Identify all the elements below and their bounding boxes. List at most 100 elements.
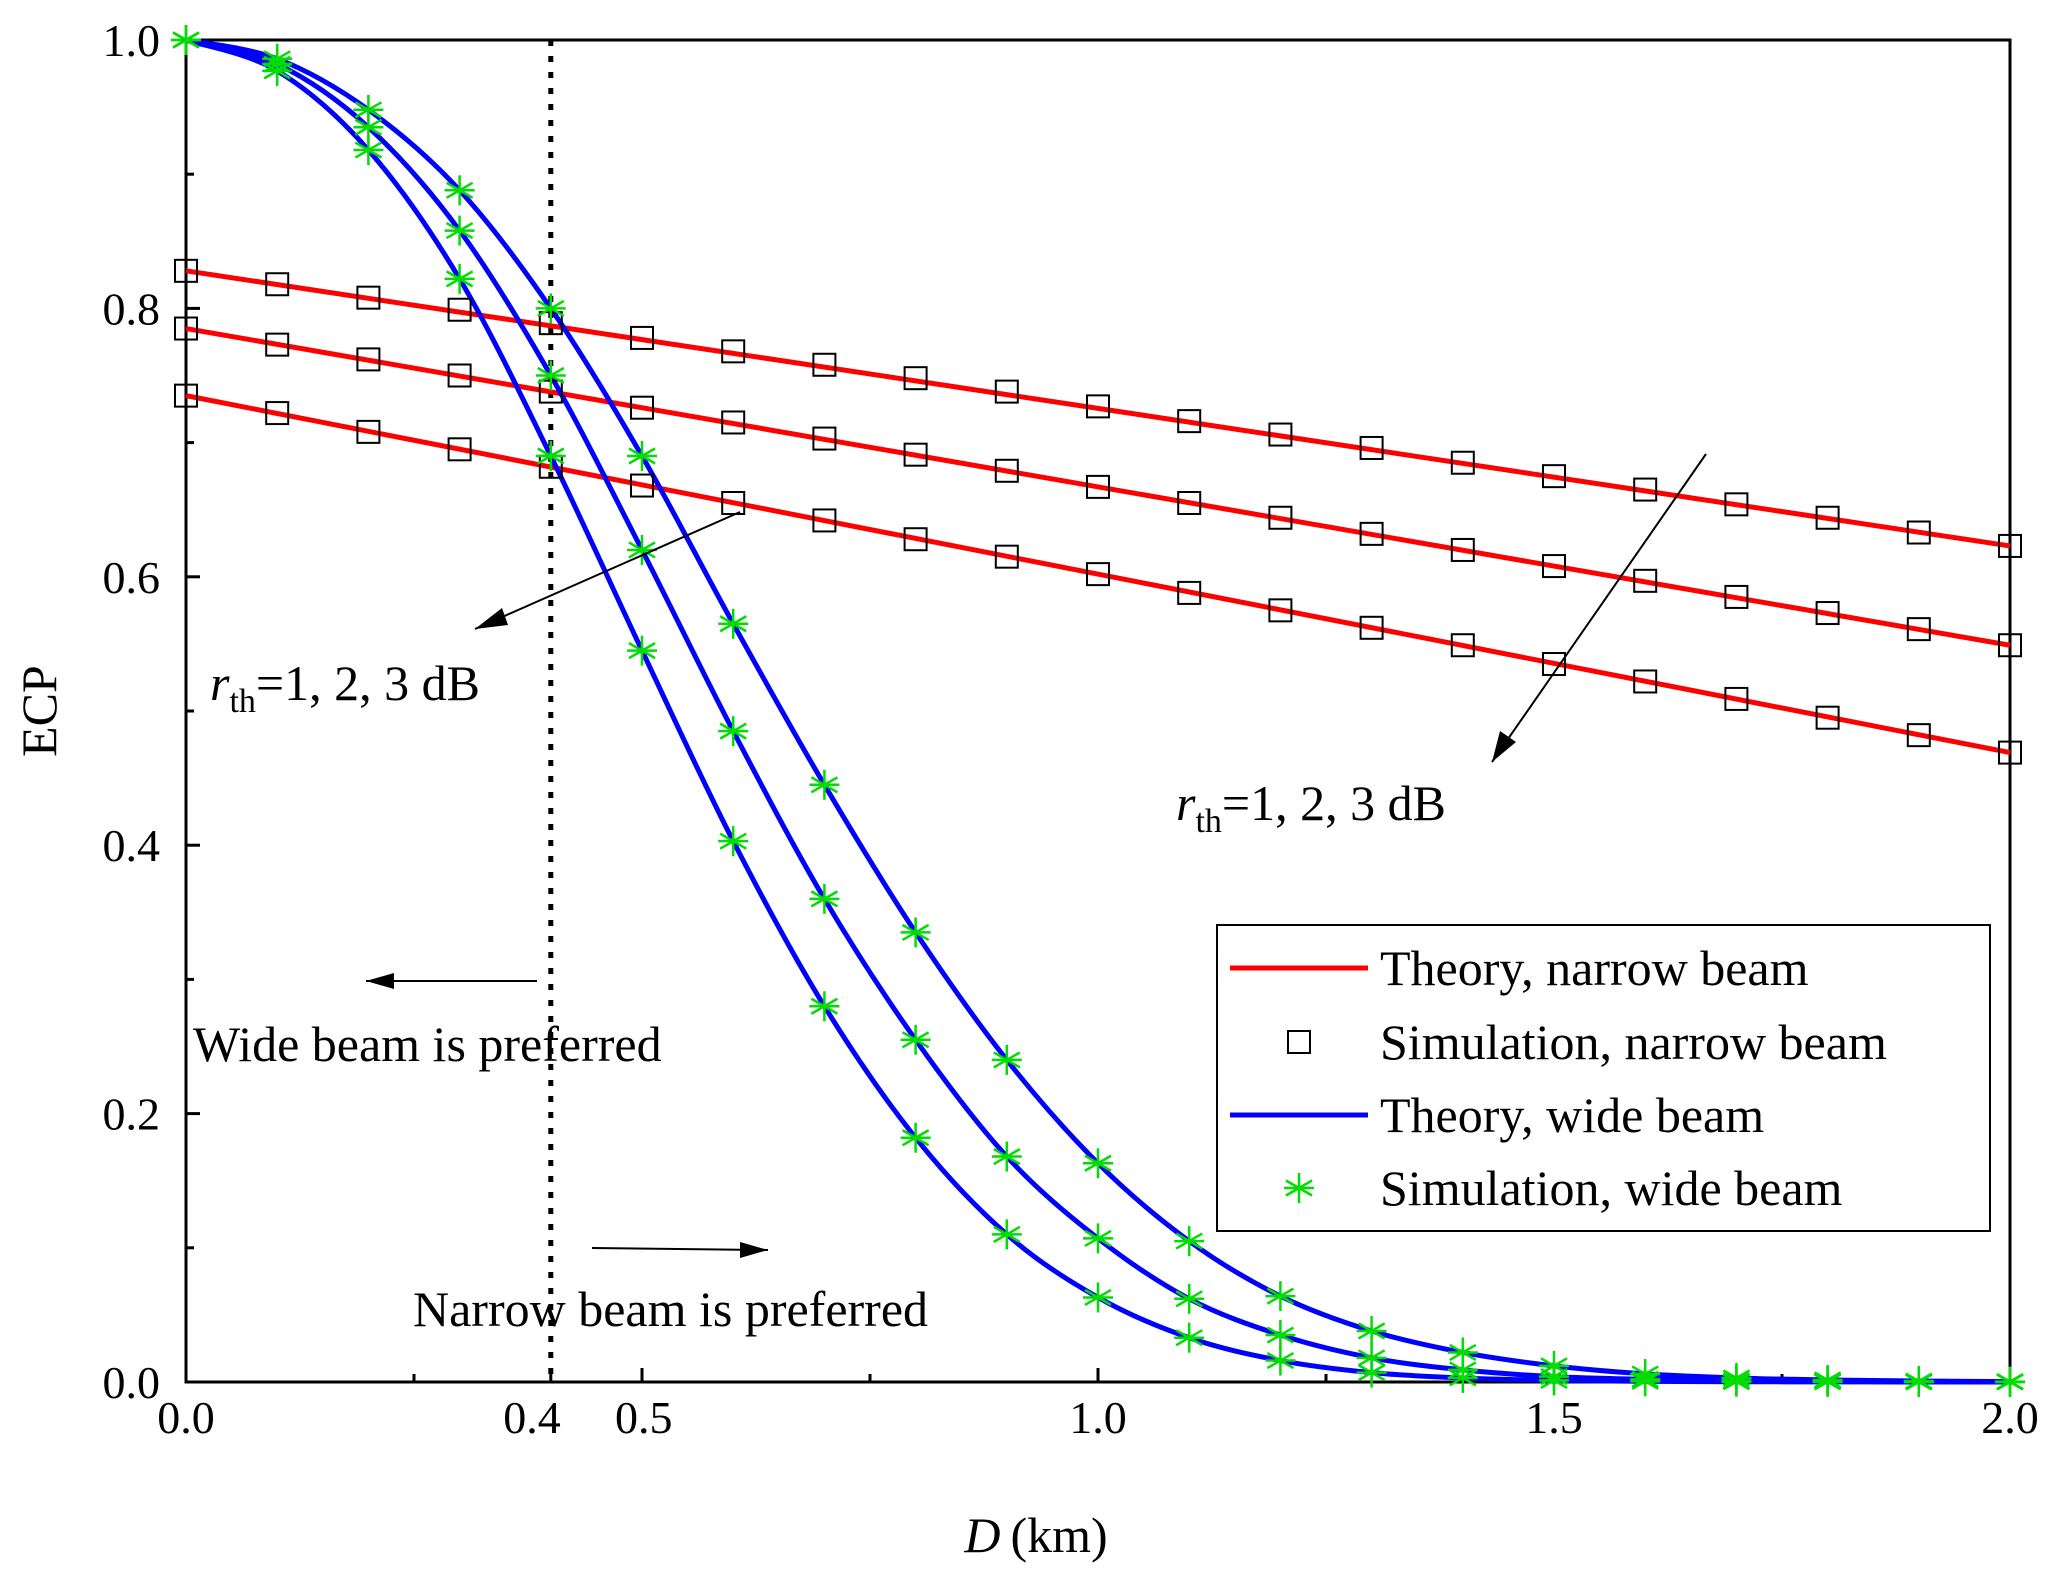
sim-narrow-marker-rth2	[721, 410, 746, 435]
sim-narrow-marker-rth2	[447, 363, 472, 388]
sim-narrow-marker-rth1	[1086, 394, 1110, 419]
sim-narrow-marker-rth1	[994, 379, 1019, 404]
sim-wide-marker-rth1	[353, 94, 384, 125]
x-tick-label: 0.0	[157, 1392, 215, 1443]
sim-wide-marker-rth2	[991, 1141, 1022, 1172]
sim-wide-marker-rth1	[1083, 1148, 1113, 1179]
sim-narrow-marker-rth1	[174, 258, 198, 283]
x-axis-title: D (km)	[963, 1507, 1107, 1563]
rth-values-right: =1, 2, 3 dB	[1222, 775, 1446, 831]
sim-wide-marker-rth3	[1356, 1357, 1387, 1388]
sim-wide-marker-rth3	[1812, 1366, 1843, 1397]
legend-label-theory-narrow: Theory, narrow beam	[1380, 940, 1809, 996]
sim-wide-marker-rth3	[262, 55, 293, 86]
sim-narrow-marker-rth1	[903, 366, 928, 391]
wide-preferred-text: Wide beam is preferred	[193, 1016, 662, 1072]
sim-narrow-marker-rth2	[1633, 568, 1658, 593]
sim-narrow-marker-rth1	[447, 297, 472, 322]
sim-narrow-marker-rth3	[1815, 705, 1840, 730]
sim-wide-marker-rth1	[991, 1044, 1022, 1075]
sim-narrow-marker-rth1	[1542, 464, 1566, 489]
sim-wide-marker-rth1	[627, 441, 657, 472]
sim-wide-marker-rth2	[353, 112, 384, 143]
narrow-preferred-text: Narrow beam is preferred	[413, 1281, 928, 1337]
sim-narrow-marker-rth3	[1906, 723, 1931, 748]
y-tick-label: 0.8	[103, 283, 161, 334]
sim-narrow-marker-rth1	[812, 352, 837, 377]
sim-narrow-marker-rth3	[812, 508, 837, 533]
sim-narrow-marker-rth1	[721, 339, 746, 364]
legend-asterisk-swatch	[1284, 1173, 1314, 1203]
sim-wide-marker-rth3	[809, 991, 840, 1022]
sim-narrow-marker-rth2	[1542, 554, 1566, 579]
sim-narrow-marker-rth2	[1086, 474, 1110, 499]
theory-narrow-beam-curve-rth2	[185, 326, 2011, 648]
x-tick-label: 2.0	[1981, 1392, 2039, 1443]
legend-label-simulation-wide: Simulation, wide beam	[1380, 1160, 1843, 1216]
sim-narrow-marker-rth2	[812, 426, 837, 451]
rth-subscript-right: th	[1195, 803, 1221, 840]
annotation-rth-left-text: rth=1, 2, 3 dB	[210, 655, 480, 720]
sim-wide-marker-rth2	[718, 716, 749, 747]
sim-narrow-marker-rth1	[1815, 505, 1840, 530]
sim-wide-marker-rth1	[900, 917, 931, 948]
legend-symbols	[1230, 965, 1368, 1203]
legend-square-swatch	[1287, 1030, 1311, 1054]
annotation-rth-right-text: rth=1, 2, 3 dB	[1176, 775, 1446, 840]
sim-wide-marker-rth2	[1265, 1320, 1296, 1351]
x-axis-unit: (km)	[1010, 1507, 1107, 1563]
theory-curves	[185, 37, 2011, 1385]
sim-narrow-marker-rth1	[356, 285, 381, 310]
x-tick-label: 0.4	[503, 1392, 561, 1443]
sim-wide-marker-rth1	[535, 293, 566, 324]
sim-narrow-marker-rth1	[1998, 533, 2022, 558]
axis-ticks: 0.0 0.4 0.5 1.0 1.5 2.0 0.0 0.2 0.4 0.6 0.8 1.0	[103, 15, 2039, 1443]
legend-label-theory-wide: Theory, wide beam	[1380, 1087, 1764, 1143]
sim-wide-marker-rth2	[444, 215, 475, 246]
legend: Theory, narrow beam Simulation, narrow b…	[1216, 924, 1991, 1232]
theory-wide-beam-curve-rth1	[185, 37, 2011, 1385]
legend-label-simulation-narrow: Simulation, narrow beam	[1380, 1014, 1887, 1070]
theory-narrow-beam-curve-rth3	[185, 393, 2011, 756]
sim-narrow-marker-rth2	[1450, 537, 1475, 562]
sim-narrow-marker-rth1	[630, 325, 654, 350]
annotation-wide-preferred: Wide beam is preferred	[193, 973, 662, 1072]
sim-wide-marker-rth3	[718, 826, 749, 857]
sim-wide-marker-rth3	[444, 263, 475, 294]
sim-narrow-marker-rth2	[1815, 601, 1840, 626]
sim-narrow-marker-rth3	[630, 473, 654, 498]
y-tick-label: 0.0	[103, 1357, 161, 1408]
x-tick-label: 1.0	[1069, 1392, 1127, 1443]
sim-narrow-marker-rth3	[1268, 598, 1293, 623]
sim-narrow-marker-rth3	[994, 544, 1019, 569]
sim-wide-marker-rth3	[991, 1219, 1022, 1250]
rth-variable-right: r	[1176, 775, 1196, 831]
sim-narrow-marker-rth3	[1086, 562, 1110, 587]
sim-wide-marker-rth1	[1265, 1281, 1296, 1312]
sim-wide-marker-rth2	[900, 1024, 931, 1055]
y-axis-title: ECP	[11, 665, 67, 757]
sim-narrow-marker-rth3	[447, 437, 472, 462]
sim-narrow-marker-rth2	[903, 442, 928, 467]
sim-narrow-marker-rth2	[1906, 617, 1931, 642]
sim-narrow-marker-rth2	[174, 316, 198, 341]
sim-narrow-marker-rth3	[903, 527, 928, 552]
sim-narrow-marker-rth1	[1724, 492, 1749, 517]
sim-narrow-marker-rth1	[1906, 520, 1931, 545]
x-tick-label: 1.5	[1525, 1392, 1583, 1443]
sim-wide-marker-rth3	[1265, 1345, 1296, 1376]
theory-narrow-beam-curve-rth1	[185, 268, 2011, 549]
sim-wide-marker-rth3	[1083, 1282, 1113, 1313]
sim-narrow-marker-rth3	[1633, 669, 1658, 694]
annotation-narrow-preferred: Narrow beam is preferred	[413, 1242, 928, 1337]
sim-narrow-marker-rth1	[1359, 435, 1384, 460]
narrow-arrowhead	[740, 1242, 768, 1258]
sim-wide-marker-rth2	[535, 360, 566, 391]
sim-narrow-marker-rth3	[1450, 633, 1475, 658]
sim-narrow-marker-rth3	[265, 401, 290, 426]
sim-wide-marker-rth1	[718, 608, 749, 639]
legend-box	[1216, 924, 1991, 1232]
sim-wide-marker-rth3	[1903, 1367, 1934, 1397]
